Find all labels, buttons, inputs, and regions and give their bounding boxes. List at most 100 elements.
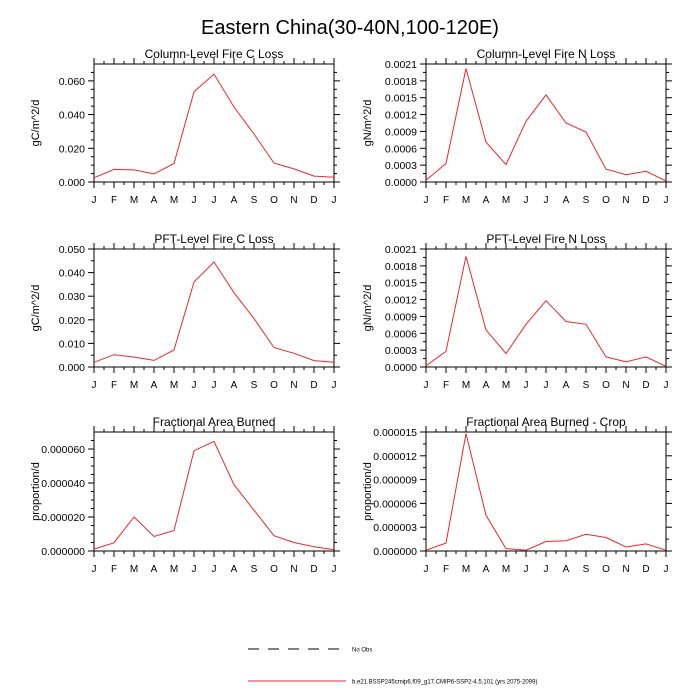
- x-tick-label: J: [524, 195, 529, 206]
- panel-title: Column-Level Fire N Loss: [477, 47, 616, 61]
- panel-title: PFT-Level Fire C Loss: [154, 232, 273, 246]
- y-tick-label: 0.040: [59, 110, 85, 122]
- y-tick-label: 0.0003: [385, 160, 417, 172]
- y-tick-label: 0.050: [59, 244, 85, 256]
- legend-label-no-obs: No Obs: [352, 648, 372, 654]
- y-tick-label: 0.0018: [385, 261, 417, 273]
- x-tick-label: A: [483, 564, 490, 575]
- x-tick-label: F: [111, 564, 117, 575]
- x-tick-label: M: [462, 195, 470, 206]
- plot-frame: [93, 431, 335, 552]
- y-tick-label: 0.000060: [41, 444, 85, 456]
- figure-title: Eastern China(30-40N,100-120E): [201, 17, 499, 39]
- x-tick-label: O: [270, 195, 278, 206]
- y-tick-label: 0.010: [59, 338, 85, 350]
- x-tick-label: J: [192, 380, 197, 391]
- x-tick-label: N: [290, 380, 297, 391]
- legend-label-model: b.e21.BSSP245cmip6.f09_g17.CMIP6-SSP2-4.…: [352, 680, 537, 686]
- y-axis-label: gC/m^2/d: [30, 285, 42, 332]
- x-tick-label: J: [424, 380, 429, 391]
- y-tick-label: 0.060: [59, 76, 85, 88]
- y-tick-label: 0.000006: [373, 498, 417, 510]
- x-tick-label: D: [642, 564, 649, 575]
- x-tick-label: S: [583, 195, 590, 206]
- x-tick-label: M: [130, 380, 138, 391]
- y-tick-label: 0.000: [59, 362, 85, 374]
- y-tick-label: 0.000020: [41, 512, 85, 524]
- x-tick-label: J: [92, 564, 97, 575]
- y-axis-label: gN/m^2/d: [362, 285, 374, 332]
- x-tick-label: D: [642, 195, 649, 206]
- panel-title: Column-Level Fire C Loss: [145, 47, 284, 61]
- panel-title: Fractional Area Burned - Crop: [466, 415, 626, 429]
- chart-panel-3: PFT-Level Fire C Loss J F M A M J J A S O N D J 0.000 0…: [30, 232, 340, 391]
- y-tick-label: 0.0006: [385, 328, 417, 340]
- x-tick-label: J: [544, 564, 549, 575]
- x-tick-label: M: [170, 195, 178, 206]
- x-tick-label: S: [251, 564, 258, 575]
- series-line: [93, 73, 335, 179]
- y-tick-label: 0.0012: [385, 295, 417, 307]
- x-tick-label: J: [664, 380, 669, 391]
- y-tick-label: 0.000015: [373, 427, 417, 439]
- x-tick-label: J: [192, 564, 197, 575]
- chart-panel-4: PFT-Level Fire N Loss J F M A M J J A S O N D J 0.0000…: [362, 232, 672, 391]
- y-tick-label: 0.0003: [385, 345, 417, 357]
- series-line: [425, 256, 667, 367]
- x-tick-label: M: [170, 564, 178, 575]
- y-tick-label: 0.0009: [385, 311, 417, 323]
- x-tick-label: F: [443, 380, 449, 391]
- x-tick-label: J: [332, 380, 337, 391]
- x-tick-label: J: [544, 380, 549, 391]
- x-tick-label: A: [231, 564, 238, 575]
- y-tick-label: 0.0021: [385, 244, 417, 256]
- panels: Column-Level Fire C Loss J F M A M J J A S O N D J 0.0…: [30, 47, 672, 575]
- y-tick-label: 0.0015: [385, 278, 417, 290]
- x-tick-label: J: [664, 195, 669, 206]
- plot-frame: [93, 248, 335, 368]
- plot-frame: [425, 248, 667, 368]
- x-tick-label: A: [483, 380, 490, 391]
- x-tick-label: S: [251, 380, 258, 391]
- x-tick-label: N: [290, 564, 297, 575]
- x-tick-label: M: [502, 195, 510, 206]
- x-tick-label: N: [622, 380, 629, 391]
- x-tick-label: M: [502, 380, 510, 391]
- y-tick-label: 0.0000: [385, 362, 417, 374]
- series-line: [93, 440, 335, 551]
- x-tick-label: J: [424, 195, 429, 206]
- x-tick-label: D: [642, 380, 649, 391]
- x-tick-label: D: [310, 380, 317, 391]
- x-tick-label: J: [212, 380, 217, 391]
- plot-frame: [425, 431, 667, 552]
- y-tick-label: 0.0021: [385, 59, 417, 71]
- x-tick-label: J: [92, 380, 97, 391]
- panel-title: PFT-Level Fire N Loss: [486, 232, 605, 246]
- legend: No Obs b.e21.BSSP245cmip6.f09_g17.CMIP6-…: [248, 648, 537, 686]
- x-tick-label: N: [622, 195, 629, 206]
- y-tick-label: 0.030: [59, 291, 85, 303]
- y-tick-label: 0.0000: [385, 177, 417, 189]
- x-tick-label: S: [583, 564, 590, 575]
- x-tick-label: A: [563, 195, 570, 206]
- y-tick-label: 0.0009: [385, 126, 417, 138]
- x-tick-label: N: [290, 195, 297, 206]
- x-tick-label: A: [231, 195, 238, 206]
- x-tick-label: A: [563, 380, 570, 391]
- x-tick-label: O: [270, 380, 278, 391]
- y-tick-label: 0.000003: [373, 522, 417, 534]
- x-tick-label: J: [92, 195, 97, 206]
- series-line: [425, 433, 667, 551]
- y-tick-label: 0.000009: [373, 475, 417, 487]
- x-tick-label: F: [443, 564, 449, 575]
- y-axis-label: gC/m^2/d: [30, 100, 42, 147]
- y-tick-label: 0.0006: [385, 143, 417, 155]
- y-tick-label: 0.000000: [41, 546, 85, 558]
- x-tick-label: M: [462, 380, 470, 391]
- x-tick-label: O: [602, 380, 610, 391]
- x-tick-label: A: [563, 564, 570, 575]
- x-tick-label: O: [602, 564, 610, 575]
- x-tick-label: A: [151, 380, 158, 391]
- x-tick-label: D: [310, 195, 317, 206]
